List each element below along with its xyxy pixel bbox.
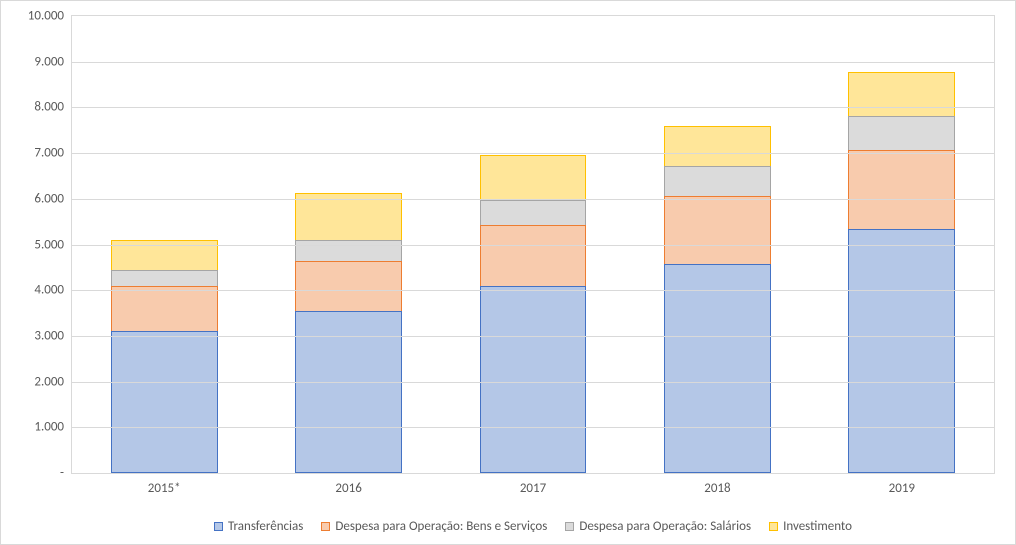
bar-segment xyxy=(664,196,771,264)
legend-label: Investimento xyxy=(783,519,852,534)
chart-container: 2015* 2016 2017 2018 2019 - 1.000 2.000 3.000 4.… xyxy=(0,0,1016,545)
gridline xyxy=(72,62,994,63)
ytick-label: - xyxy=(60,466,64,481)
bar-segment xyxy=(848,72,955,116)
bar-segment xyxy=(295,240,402,261)
plot-area: 2015*2016201720182019 -1.0002.0003.0004.… xyxy=(71,15,995,474)
legend-label: Despesa para Operação: Salários xyxy=(579,519,751,534)
bar-segment xyxy=(295,193,402,240)
bar-stack xyxy=(295,193,402,473)
gridline xyxy=(72,427,994,428)
bar-stack xyxy=(664,126,771,473)
bar-segment xyxy=(480,200,587,225)
bar-segment xyxy=(664,126,771,166)
legend-item: Despesa para Operação: Salários xyxy=(565,519,751,534)
bar-stack xyxy=(480,155,587,473)
ytick-label: 7.000 xyxy=(34,146,64,161)
bar-segment xyxy=(111,331,218,473)
ytick-label: 8.000 xyxy=(34,100,64,115)
legend: Transferências Despesa para Operação: Ben… xyxy=(71,519,995,534)
ytick-label: 6.000 xyxy=(34,191,64,206)
xtick-label: 2019 xyxy=(889,481,915,496)
bar-segment xyxy=(480,286,587,473)
legend-swatch xyxy=(321,522,330,531)
bar-segment xyxy=(480,155,587,200)
legend-label: Transferências xyxy=(228,519,303,534)
ytick-label: 5.000 xyxy=(34,237,64,252)
legend-label: Despesa para Operação: Bens e Serviços xyxy=(335,519,547,534)
ytick-label: 9.000 xyxy=(34,54,64,69)
bar-segment xyxy=(111,270,218,286)
bar-segment xyxy=(664,166,771,196)
xtick-label: 2017 xyxy=(520,481,546,496)
gridline xyxy=(72,382,994,383)
bar-segment xyxy=(480,225,587,286)
bar-segment xyxy=(111,286,218,331)
gridline xyxy=(72,245,994,246)
gridline xyxy=(72,153,994,154)
gridline xyxy=(72,199,994,200)
ytick-label: 4.000 xyxy=(34,283,64,298)
legend-item: Transferências xyxy=(214,519,303,534)
bar-segment xyxy=(848,150,955,229)
bar-segment xyxy=(664,264,771,473)
ytick-label: 2.000 xyxy=(34,374,64,389)
gridline xyxy=(72,336,994,337)
legend-swatch xyxy=(214,522,223,531)
bar-segment xyxy=(848,116,955,150)
legend-swatch xyxy=(565,522,574,531)
gridline xyxy=(72,290,994,291)
xtick-label: 2015* xyxy=(148,481,181,496)
bar-stack xyxy=(111,240,218,473)
legend-swatch xyxy=(769,522,778,531)
ytick-label: 1.000 xyxy=(34,420,64,435)
xtick-label: 2018 xyxy=(704,481,730,496)
bar-segment xyxy=(848,229,955,473)
gridline xyxy=(72,107,994,108)
legend-item: Despesa para Operação: Bens e Serviços xyxy=(321,519,547,534)
ytick-label: 10.000 xyxy=(28,9,64,24)
legend-item: Investimento xyxy=(769,519,852,534)
ytick-label: 3.000 xyxy=(34,328,64,343)
xtick-label: 2016 xyxy=(335,481,361,496)
bar-stack xyxy=(848,72,955,473)
bar-segment xyxy=(295,261,402,311)
